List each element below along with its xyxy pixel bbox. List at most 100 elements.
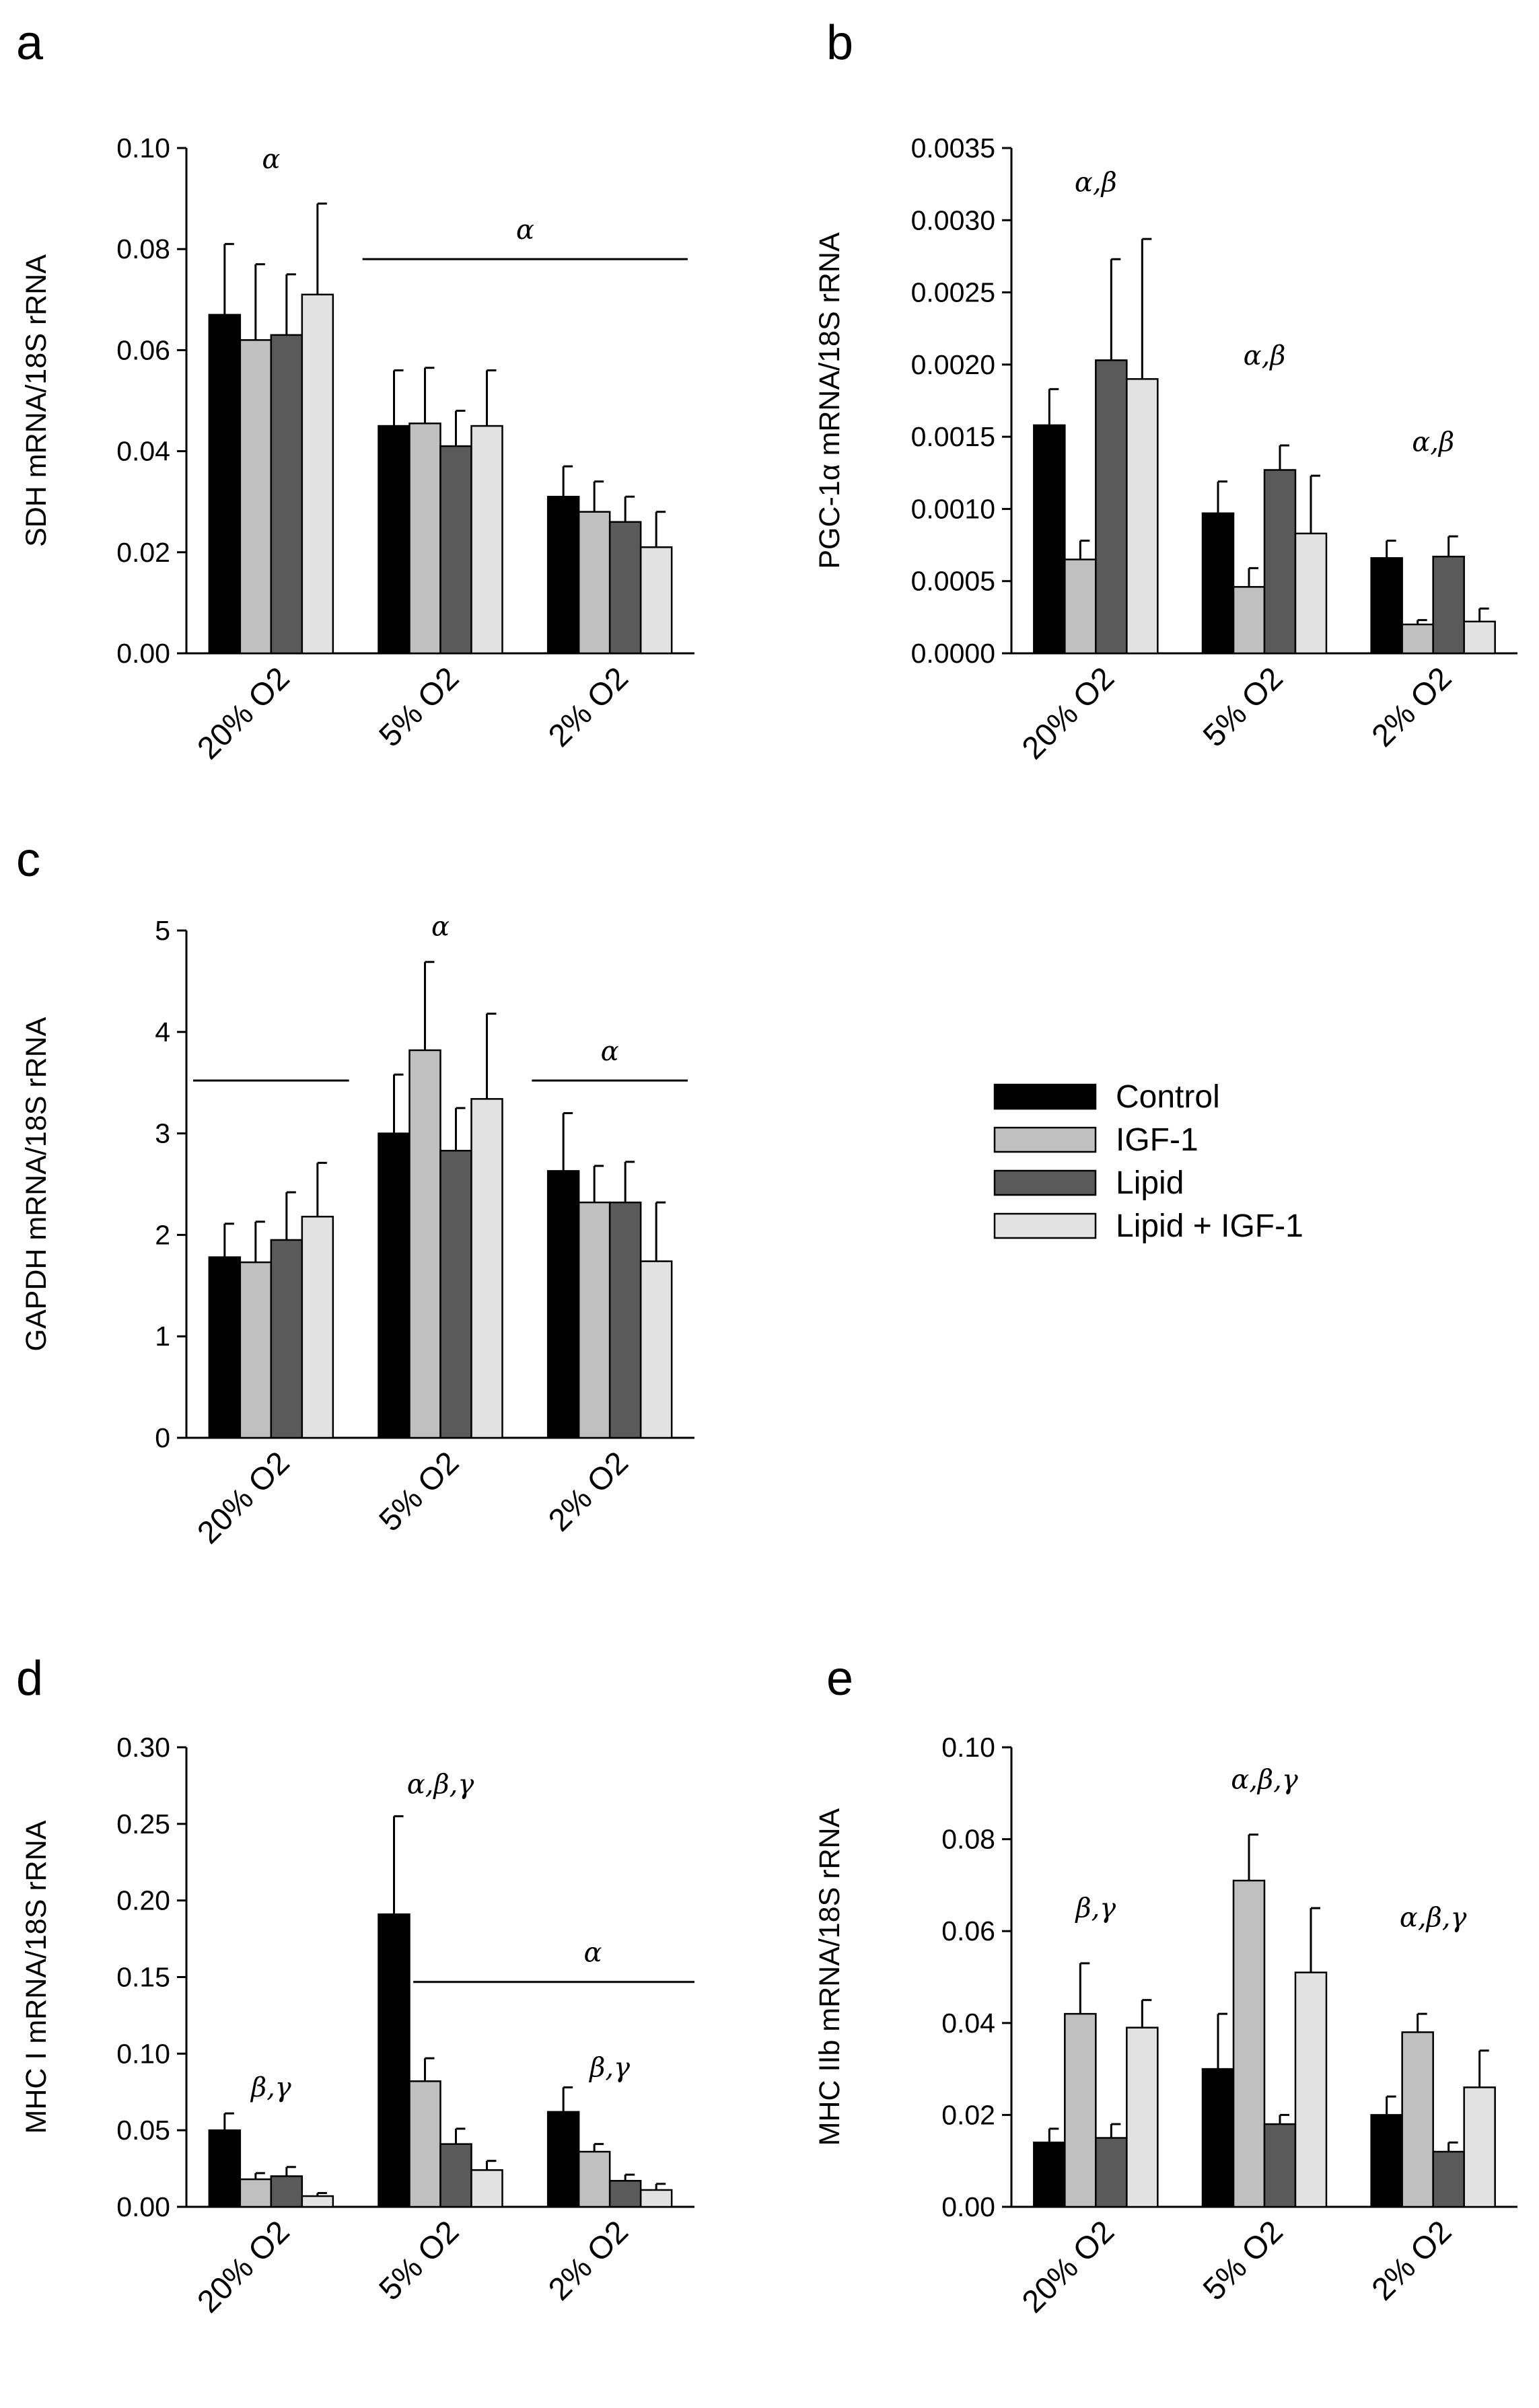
bar-lipid-igf-1	[639, 2189, 673, 2208]
y-tick-label: 0.08	[941, 1824, 995, 1855]
y-tick-label: 0.02	[116, 537, 170, 568]
legend: Control IGF-1 Lipid Lipid + IGF-1	[993, 1079, 1303, 1244]
bar-control	[546, 1170, 580, 1439]
y-tick-label: 2	[155, 1219, 170, 1250]
bar-lipid	[1432, 2150, 1465, 2208]
panel-letter: a	[16, 16, 44, 70]
legend-label: Lipid + IGF-1	[1116, 1208, 1303, 1244]
bar-lipid	[1263, 2123, 1297, 2208]
y-tick-label: 3	[155, 1118, 170, 1149]
bar-lipid-igf-1	[639, 546, 673, 655]
bar-lipid-igf-1	[470, 425, 503, 655]
y-axis-title: MHC I mRNA/18S rRNA	[20, 1820, 52, 2133]
y-tick-label: 0.05	[116, 2115, 170, 2146]
y-tick-label: 0	[155, 1422, 170, 1453]
legend-swatch	[993, 1126, 1097, 1153]
y-tick-label: 5	[155, 915, 170, 946]
bar-lipid	[1432, 555, 1465, 655]
bar-control	[208, 314, 242, 655]
y-tick-label: 0.04	[941, 2008, 995, 2039]
bar-igf-1	[577, 1201, 611, 1439]
y-tick-label: 0.02	[941, 2099, 995, 2130]
y-tick-label: 0.06	[116, 334, 170, 365]
bar-lipid-igf-1	[301, 293, 334, 655]
y-tick-label: 0.10	[116, 2038, 170, 2069]
bar-control	[378, 1913, 410, 2208]
bar-igf-1	[239, 1261, 273, 1439]
bar-igf-1	[408, 1049, 441, 1439]
bar-igf-1	[1401, 2031, 1434, 2208]
y-axis-title: MHC IIb mRNA/18S rRNA	[814, 1808, 846, 2146]
y-tick-label: 0.04	[116, 436, 170, 467]
bar-igf-1	[1232, 1879, 1266, 2208]
bar-control	[1370, 557, 1403, 655]
panel-letter: c	[16, 833, 40, 887]
legend-label: Control	[1116, 1079, 1220, 1115]
y-tick-label: 0.06	[941, 1916, 995, 1946]
significance-annotation: α	[583, 1938, 602, 1969]
bar-lipid-igf-1	[470, 2169, 503, 2208]
y-tick-label: 0.00	[116, 2191, 170, 2222]
significance-annotation: α,β	[1244, 340, 1286, 371]
y-tick-label: 0.10	[941, 1732, 995, 1763]
y-tick-label: 4	[155, 1017, 170, 1048]
y-tick-label: 0.10	[116, 133, 170, 163]
bar-control	[546, 2111, 580, 2208]
y-axis-title: PGC-1α mRNA/18S rRNA	[814, 232, 846, 569]
panel-letter: e	[826, 1652, 853, 1706]
bar-control	[1033, 2142, 1066, 2208]
bar-lipid-igf-1	[1463, 620, 1496, 655]
significance-annotation: α	[601, 1036, 619, 1067]
bar-lipid-igf-1	[301, 1216, 334, 1439]
bar-lipid-igf-1	[301, 2195, 334, 2208]
bar-lipid	[270, 334, 303, 655]
bar-lipid	[439, 2143, 472, 2208]
legend-swatch	[993, 1169, 1097, 1196]
significance-annotation: α,β,γ	[1231, 1764, 1298, 1795]
bar-igf-1	[408, 423, 441, 655]
bar-control	[1201, 512, 1235, 655]
bar-igf-1	[408, 2080, 441, 2208]
y-tick-label: 0.0035	[911, 133, 995, 163]
y-axis-title: GAPDH mRNA/18S rRNA	[20, 1017, 52, 1351]
bar-lipid	[608, 2180, 642, 2208]
bar-igf-1	[1232, 586, 1266, 655]
bar-igf-1	[1064, 558, 1097, 655]
y-tick-label: 0.00	[116, 638, 170, 669]
bar-control	[208, 2129, 242, 2208]
bar-igf-1	[577, 511, 611, 655]
bar-lipid	[270, 1239, 303, 1439]
legend-swatch	[993, 1212, 1097, 1239]
y-tick-label: 0.20	[116, 1885, 170, 1916]
y-tick-label: 1	[155, 1321, 170, 1352]
significance-annotation: α	[516, 215, 534, 246]
bar-igf-1	[577, 2150, 611, 2208]
bar-lipid-igf-1	[1463, 2086, 1496, 2208]
bar-igf-1	[1064, 2012, 1097, 2208]
y-tick-label: 0.08	[116, 233, 170, 264]
significance-annotation: β,γ	[588, 2052, 630, 2083]
bar-igf-1	[239, 2178, 273, 2208]
bar-lipid	[1095, 2137, 1128, 2208]
y-tick-label: 0.0000	[911, 638, 995, 669]
y-tick-label: 0.0010	[911, 493, 995, 524]
bar-lipid	[270, 2175, 303, 2208]
bar-lipid-igf-1	[1126, 2027, 1159, 2208]
y-tick-label: 0.30	[116, 1732, 170, 1763]
y-tick-label: 0.25	[116, 1809, 170, 1839]
bar-lipid	[608, 1201, 642, 1439]
y-tick-label: 0.15	[116, 1962, 170, 1993]
bar-control	[546, 495, 580, 655]
significance-annotation: β,γ	[1074, 1893, 1116, 1924]
bar-lipid-igf-1	[1294, 532, 1328, 655]
legend-swatch	[993, 1083, 1097, 1110]
bar-lipid-igf-1	[1294, 1971, 1328, 2208]
legend-label: Lipid	[1116, 1165, 1184, 1201]
bar-control	[378, 425, 410, 655]
y-axis-title: SDH mRNA/18S rRNA	[20, 254, 52, 547]
bar-lipid	[439, 1149, 472, 1439]
significance-annotation: α,β	[1412, 427, 1454, 458]
bar-control	[1201, 2068, 1235, 2208]
bar-lipid-igf-1	[470, 1098, 503, 1439]
